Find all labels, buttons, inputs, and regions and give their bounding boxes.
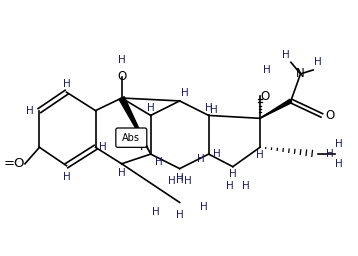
Text: H: H [242,181,249,191]
Text: H: H [26,105,34,116]
Text: N: N [296,67,305,80]
Text: O: O [117,70,126,83]
Text: H: H [181,88,188,98]
Text: O: O [260,90,269,103]
Text: H: H [155,157,162,167]
Text: H: H [229,169,237,179]
Text: H: H [118,55,126,65]
Text: H: H [168,176,176,186]
Text: H: H [63,172,71,182]
Text: H: H [118,168,126,178]
Text: H: H [151,207,159,217]
Text: H: H [263,65,271,75]
Text: H: H [213,149,220,159]
Text: H: H [314,57,322,67]
Text: H: H [335,159,343,169]
Text: H: H [200,202,208,212]
Text: F: F [140,140,146,153]
Text: H: H [197,154,205,164]
Text: H: H [100,142,107,152]
Text: H: H [63,79,71,90]
Text: Abs: Abs [122,133,140,143]
Text: H: H [326,149,333,159]
FancyBboxPatch shape [116,128,147,147]
Text: =O: =O [4,157,25,170]
Text: H: H [176,175,184,185]
Text: H: H [335,140,343,150]
Text: H: H [210,105,217,115]
Text: O: O [325,109,334,122]
Text: H: H [205,103,213,113]
Text: H: H [176,173,184,183]
Polygon shape [119,97,151,154]
Polygon shape [260,99,292,118]
Text: H: H [184,176,191,186]
Text: H: H [256,150,264,160]
Text: H: H [176,210,184,220]
Text: H: H [282,49,290,59]
Text: H: H [147,103,155,113]
Text: H: H [226,181,234,191]
